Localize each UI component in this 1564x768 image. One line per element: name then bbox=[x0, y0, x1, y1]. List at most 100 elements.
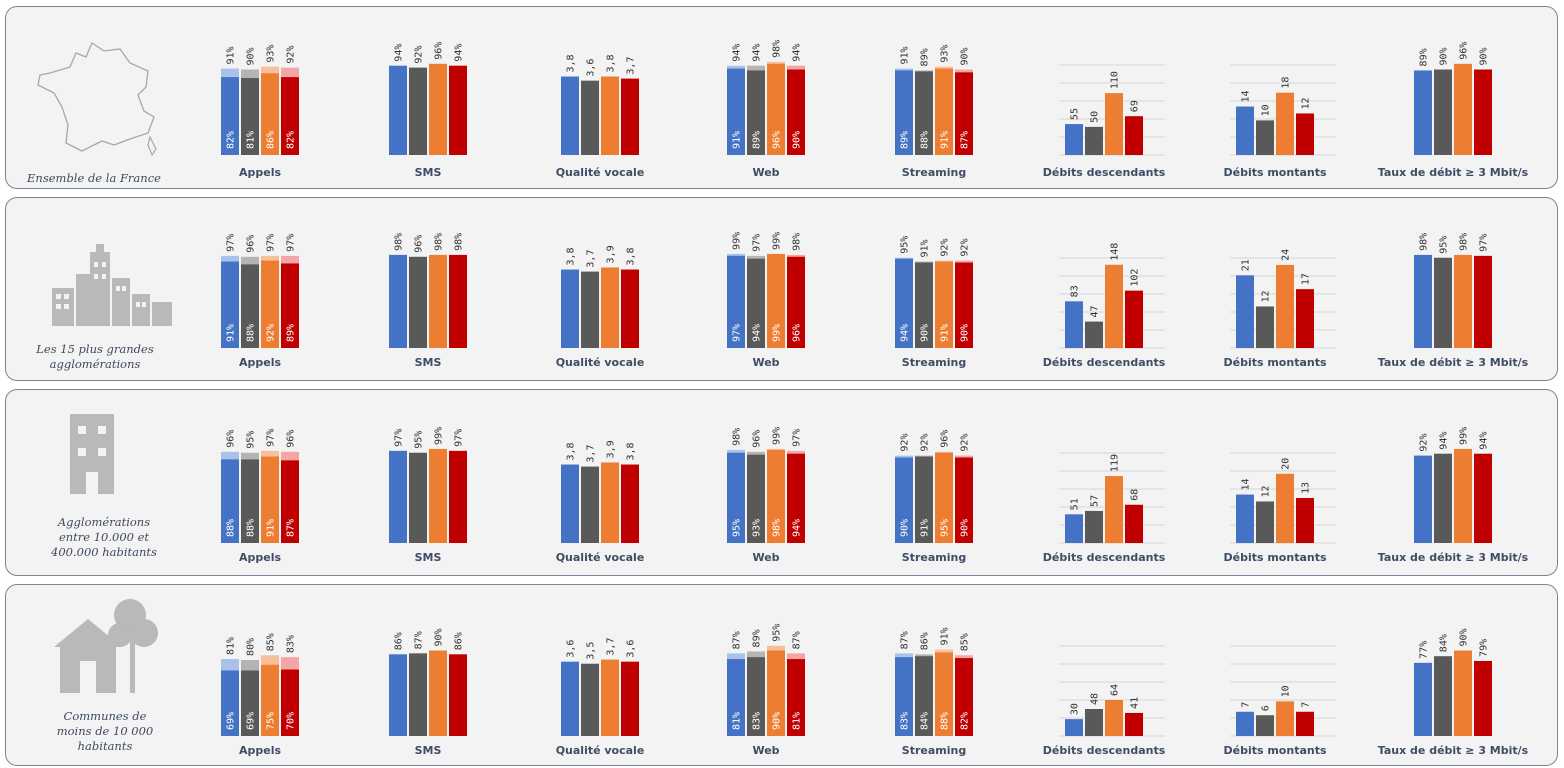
bar bbox=[1065, 514, 1083, 543]
bar bbox=[1085, 709, 1103, 736]
value-label: 3,9 bbox=[606, 440, 617, 458]
value-label: 87% bbox=[414, 631, 425, 649]
bar-inner bbox=[241, 78, 259, 155]
value-label: 92% bbox=[1419, 434, 1430, 452]
value-label: 12 bbox=[1261, 290, 1272, 302]
value-label: 86% bbox=[394, 632, 405, 650]
bar bbox=[449, 654, 467, 736]
category-label: SMS bbox=[414, 551, 442, 564]
value-label: 51 bbox=[1070, 498, 1081, 510]
bar-inner bbox=[895, 457, 913, 543]
value-label: 99% bbox=[1459, 427, 1470, 445]
bar bbox=[1474, 255, 1492, 348]
value-label: 94% bbox=[454, 44, 465, 62]
value-label: 91% bbox=[226, 46, 237, 64]
value-label: 12 bbox=[1301, 97, 1312, 109]
category-label: Qualité vocale bbox=[555, 744, 645, 757]
bar-inner bbox=[767, 63, 785, 155]
bar-inner bbox=[747, 454, 765, 543]
value-label: 3,8 bbox=[606, 54, 617, 72]
value-label: 81% bbox=[226, 637, 237, 655]
bar bbox=[1125, 116, 1143, 155]
inner-value-label: 90% bbox=[772, 712, 783, 730]
bar-inner bbox=[727, 255, 745, 348]
value-label: 90% bbox=[434, 628, 445, 646]
category-label: Débits descendants bbox=[1042, 551, 1166, 564]
building-icon bbox=[70, 414, 114, 494]
value-label: 96% bbox=[1459, 42, 1470, 60]
bar bbox=[1065, 719, 1083, 736]
bar-inner bbox=[747, 657, 765, 736]
city-skyline-icon bbox=[50, 244, 174, 326]
bar-inner bbox=[241, 670, 259, 736]
value-label: 79% bbox=[1479, 639, 1490, 657]
category-label: Taux de débit ≥ 3 Mbit/s bbox=[1377, 166, 1529, 179]
value-label: 92% bbox=[940, 239, 951, 257]
bar-inner bbox=[281, 263, 299, 348]
category-label: Débits montants bbox=[1223, 166, 1327, 179]
bar bbox=[561, 76, 579, 155]
value-label: 68 bbox=[1130, 489, 1141, 501]
value-label: 95% bbox=[772, 624, 783, 642]
category-label: Streaming bbox=[901, 744, 967, 757]
value-label: 94% bbox=[732, 44, 743, 62]
value-label: 87% bbox=[732, 631, 743, 649]
bar-inner bbox=[221, 77, 239, 155]
bar bbox=[1414, 662, 1432, 736]
value-label: 119 bbox=[1110, 454, 1121, 472]
zone-label: Les 15 plus grandes agglomérations bbox=[36, 342, 154, 371]
bar bbox=[1454, 63, 1472, 155]
bar-inner bbox=[915, 71, 933, 155]
value-label: 83 bbox=[1070, 285, 1081, 297]
bar-inner bbox=[915, 262, 933, 348]
bar bbox=[1236, 494, 1254, 543]
house-tree-icon bbox=[54, 599, 164, 693]
inner-value-label: 69% bbox=[246, 712, 257, 730]
bar bbox=[621, 661, 639, 736]
bar-inner bbox=[787, 69, 805, 155]
value-label: 17 bbox=[1301, 273, 1312, 285]
value-label: 92% bbox=[960, 434, 971, 452]
bar bbox=[1105, 93, 1123, 155]
value-label: 18 bbox=[1281, 77, 1292, 89]
value-label: 99% bbox=[434, 427, 445, 445]
inner-value-label: 84% bbox=[920, 712, 931, 730]
category-label: Web bbox=[752, 551, 780, 564]
inner-value-label: 81% bbox=[792, 712, 803, 730]
value-label: 98% bbox=[454, 233, 465, 251]
value-label: 87% bbox=[792, 631, 803, 649]
bar bbox=[621, 78, 639, 155]
category-label: Web bbox=[752, 166, 780, 179]
bar bbox=[1414, 455, 1432, 543]
bar-inner bbox=[727, 68, 745, 155]
value-label: 3,8 bbox=[626, 442, 637, 460]
inner-value-label: 98% bbox=[772, 519, 783, 537]
value-label: 14 bbox=[1241, 90, 1252, 102]
inner-value-label: 82% bbox=[286, 131, 297, 149]
category-label: Débits descendants bbox=[1042, 744, 1166, 757]
value-label: 3,7 bbox=[606, 638, 617, 656]
value-label: 3,6 bbox=[586, 59, 597, 77]
value-label: 93% bbox=[940, 45, 951, 63]
inner-value-label: 90% bbox=[900, 519, 911, 537]
inner-value-label: 90% bbox=[960, 519, 971, 537]
bar bbox=[1085, 321, 1103, 348]
value-label: 98% bbox=[772, 40, 783, 58]
bar-inner bbox=[935, 652, 953, 736]
france-map-icon bbox=[30, 33, 160, 159]
bar bbox=[1105, 700, 1123, 736]
value-label: 7 bbox=[1301, 702, 1312, 708]
bar-inner bbox=[747, 70, 765, 155]
value-label: 55 bbox=[1070, 108, 1081, 120]
inner-value-label: 91% bbox=[732, 131, 743, 149]
inner-value-label: 94% bbox=[792, 519, 803, 537]
value-label: 57 bbox=[1090, 495, 1101, 507]
category-label: SMS bbox=[414, 744, 442, 757]
value-label: 3,8 bbox=[626, 247, 637, 265]
bar bbox=[1296, 289, 1314, 348]
category-label: SMS bbox=[414, 356, 442, 369]
bar bbox=[581, 466, 599, 543]
bar bbox=[1434, 656, 1452, 736]
inner-value-label: 89% bbox=[286, 324, 297, 342]
